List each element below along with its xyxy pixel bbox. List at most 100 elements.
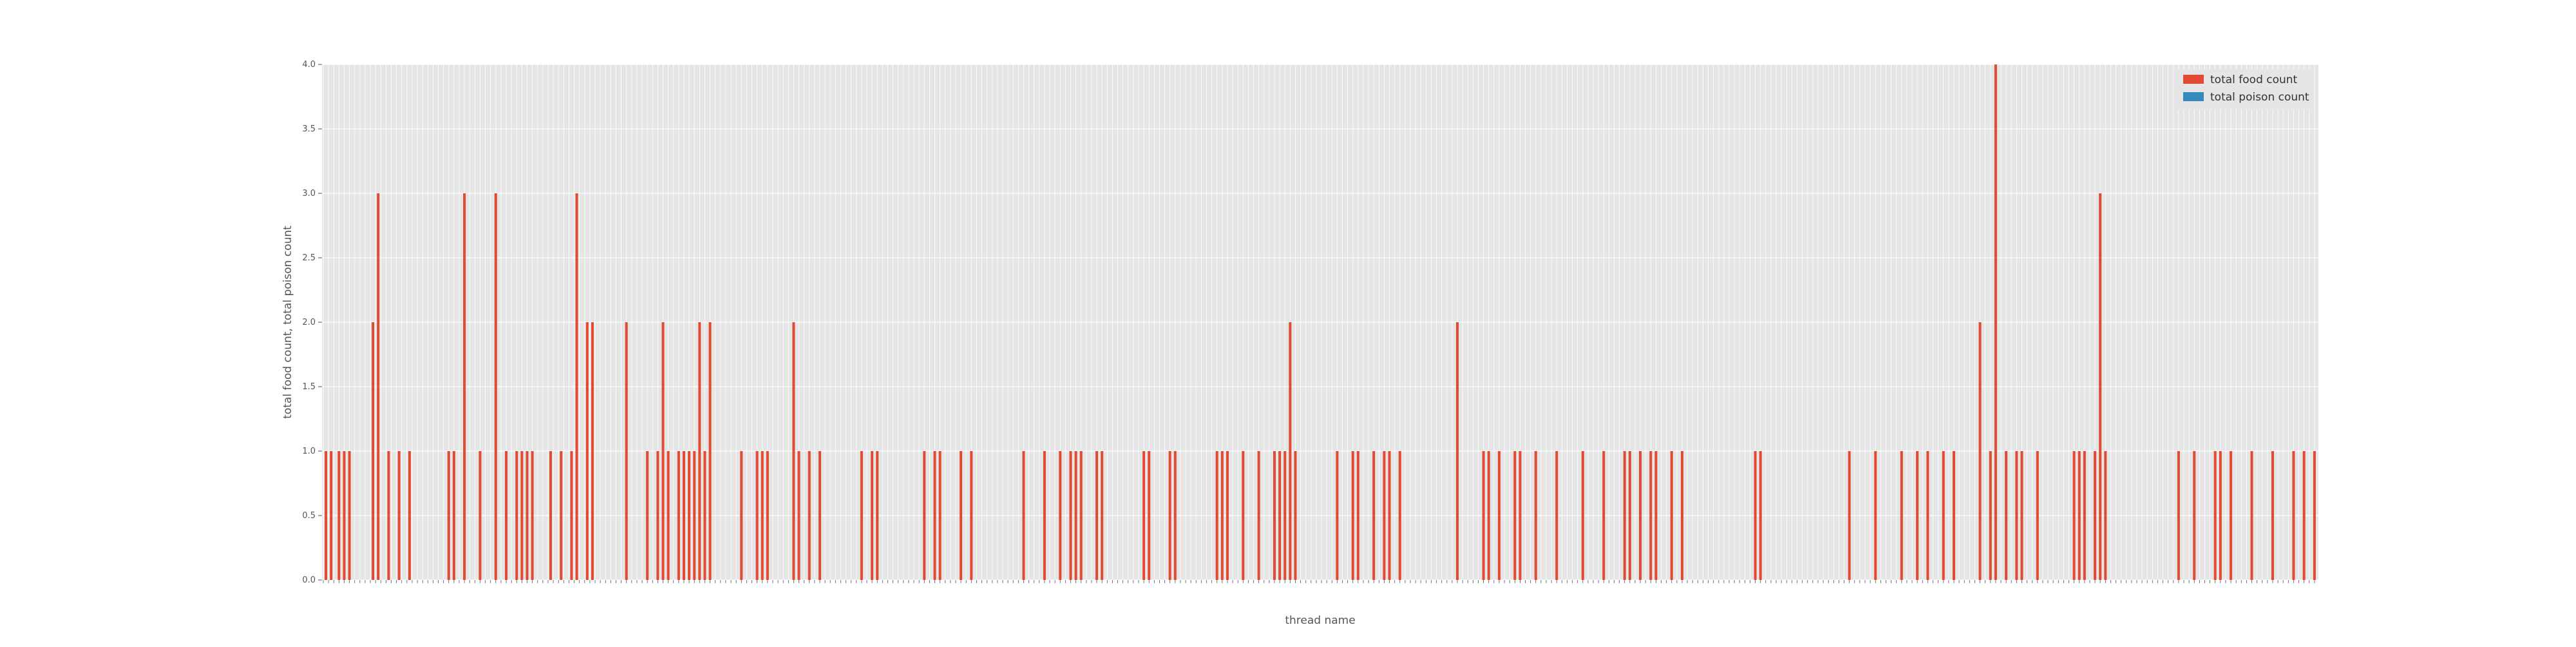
bar bbox=[1388, 451, 1391, 580]
y-axis-label: total food count, total poison count bbox=[281, 226, 294, 419]
bar bbox=[661, 322, 665, 580]
bar bbox=[703, 451, 706, 580]
bar bbox=[1336, 451, 1339, 580]
y-tick-label: 4.0 bbox=[302, 60, 316, 70]
legend-swatch-food bbox=[2183, 75, 2204, 84]
bar bbox=[1900, 451, 1903, 580]
bar bbox=[1383, 451, 1386, 580]
bar bbox=[1278, 451, 1282, 580]
legend-label-poison: total poison count bbox=[2210, 91, 2309, 104]
bar bbox=[693, 451, 696, 580]
bar bbox=[531, 451, 534, 580]
bar bbox=[682, 451, 685, 580]
legend-label-food: total food count bbox=[2210, 73, 2298, 86]
bar bbox=[698, 322, 701, 580]
bar bbox=[1079, 451, 1083, 580]
bar bbox=[2020, 451, 2023, 580]
y-tick-label: 2.5 bbox=[302, 253, 316, 263]
bar bbox=[2313, 451, 2316, 580]
bar bbox=[452, 451, 455, 580]
bar bbox=[1294, 451, 1297, 580]
bar bbox=[1095, 451, 1099, 580]
bar bbox=[505, 451, 508, 580]
bar bbox=[447, 451, 450, 580]
bar bbox=[1759, 451, 1762, 580]
bar bbox=[646, 451, 649, 580]
y-tick-label: 0.0 bbox=[302, 575, 316, 585]
bar bbox=[2213, 451, 2217, 580]
bar bbox=[560, 451, 563, 580]
legend: total food count total poison count bbox=[2175, 70, 2313, 110]
x-axis-label: thread name bbox=[1285, 614, 1355, 627]
bar bbox=[2219, 451, 2222, 580]
bar bbox=[766, 451, 769, 580]
bar bbox=[860, 451, 863, 580]
y-tick-label: 3.0 bbox=[302, 189, 316, 198]
y-tick-label: 1.5 bbox=[302, 382, 316, 392]
bar bbox=[677, 451, 680, 580]
bar bbox=[463, 193, 466, 580]
bar bbox=[2271, 451, 2274, 580]
y-tick-label: 1.0 bbox=[302, 447, 316, 456]
bar bbox=[2078, 451, 2081, 580]
bar bbox=[1670, 451, 1673, 580]
bar bbox=[2177, 451, 2180, 580]
bar bbox=[1926, 451, 1929, 580]
bar bbox=[808, 451, 811, 580]
bar bbox=[2104, 451, 2107, 580]
bar bbox=[970, 451, 973, 580]
bar bbox=[1497, 451, 1501, 580]
bar bbox=[667, 451, 670, 580]
bar bbox=[938, 451, 942, 580]
bar bbox=[1351, 451, 1354, 580]
bar bbox=[761, 451, 764, 580]
bar bbox=[478, 451, 482, 580]
x-axis-ticks bbox=[323, 580, 2315, 583]
bar bbox=[1043, 451, 1046, 580]
bar bbox=[1069, 451, 1072, 580]
bar bbox=[1398, 451, 1401, 580]
bar bbox=[2083, 451, 2086, 580]
bar bbox=[2302, 451, 2306, 580]
bar bbox=[515, 451, 518, 580]
bar bbox=[1356, 451, 1359, 580]
bar bbox=[1989, 451, 1992, 580]
bar bbox=[1649, 451, 1653, 580]
y-tick-label: 2.0 bbox=[302, 318, 316, 327]
bar bbox=[1534, 451, 1537, 580]
bar bbox=[1482, 451, 1485, 580]
bar bbox=[1654, 451, 1658, 580]
bar bbox=[2230, 451, 2233, 580]
bar bbox=[1226, 451, 1229, 580]
bar bbox=[372, 322, 375, 580]
bar bbox=[923, 451, 926, 580]
bar bbox=[1628, 451, 1631, 580]
bar bbox=[1273, 451, 1276, 580]
bar bbox=[708, 322, 712, 580]
bar bbox=[1372, 451, 1376, 580]
bar bbox=[397, 451, 401, 580]
y-axis-ticks: 0.0 0.5 1.0 1.5 2.0 2.5 3.0 3.5 4.0 bbox=[302, 60, 322, 585]
bar bbox=[520, 451, 524, 580]
bar bbox=[1168, 451, 1171, 580]
bar bbox=[1456, 322, 1459, 580]
bar bbox=[549, 451, 553, 580]
bar bbox=[591, 322, 594, 580]
bar bbox=[688, 451, 691, 580]
bar bbox=[585, 322, 589, 580]
bar bbox=[1173, 451, 1177, 580]
bar bbox=[1283, 451, 1287, 580]
bar bbox=[1639, 451, 1642, 580]
bar bbox=[876, 451, 879, 580]
bar bbox=[1289, 322, 1292, 580]
bar bbox=[792, 322, 795, 580]
bar bbox=[656, 451, 659, 580]
bar bbox=[1142, 451, 1146, 580]
bar bbox=[1916, 451, 1919, 580]
bar bbox=[1581, 451, 1584, 580]
bar bbox=[1680, 451, 1683, 580]
bar bbox=[755, 451, 759, 580]
bar bbox=[1848, 451, 1851, 580]
bar bbox=[1519, 451, 1522, 580]
